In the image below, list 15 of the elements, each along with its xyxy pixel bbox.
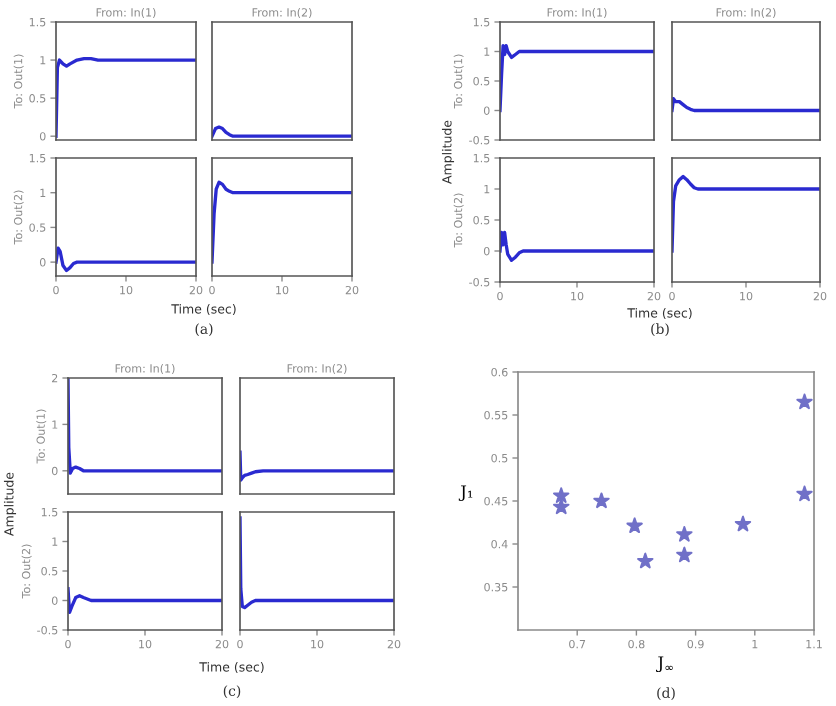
line-series: [68, 587, 222, 614]
point: [734, 515, 752, 532]
point: [553, 487, 570, 503]
point: [626, 517, 643, 534]
point: [796, 485, 813, 502]
point: [676, 546, 693, 563]
line-series: [500, 230, 654, 262]
point: [676, 525, 693, 542]
point: [637, 552, 654, 569]
point: [553, 498, 570, 515]
y-axis-title: J₁: [458, 485, 473, 501]
x-axis-title: J$_{∞}$: [656, 656, 673, 673]
point: [593, 492, 610, 509]
line-series: [500, 43, 654, 113]
point: [796, 393, 813, 410]
